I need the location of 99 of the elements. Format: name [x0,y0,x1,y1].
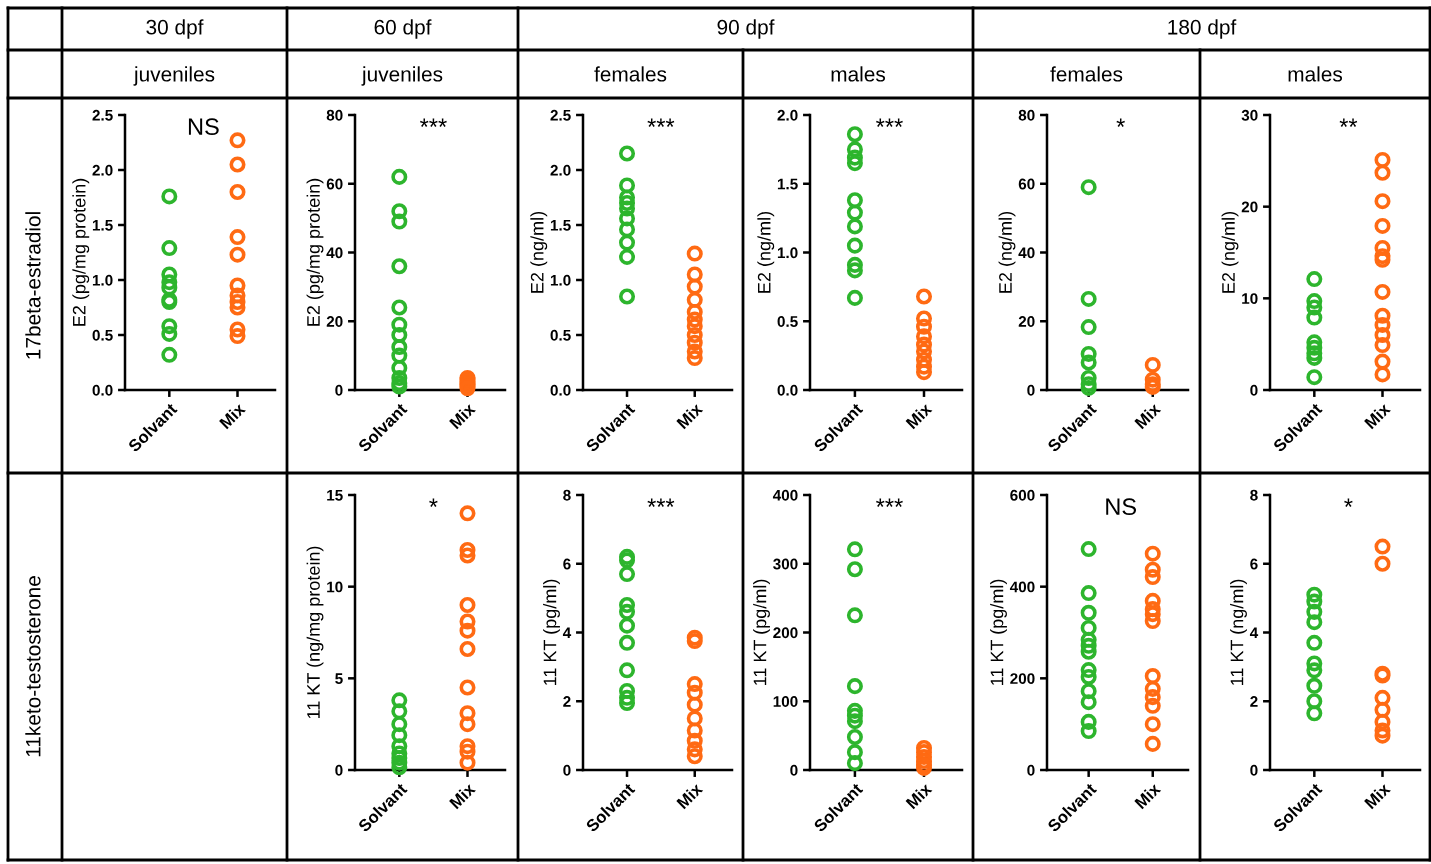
x-tick-label: Mix [218,401,246,430]
chart-title: 180 dpf [1168,19,1237,39]
y-tick-label: 2.5 [92,109,113,121]
y-axis-title: 11 KT (pg/ml) [543,579,560,685]
y-tick-label: 0 [1027,384,1035,396]
y-tick-label: 0.5 [777,316,798,327]
y-tick-label: 5 [335,673,343,685]
y-tick-label: 8 [563,489,571,501]
y-axis-title: E2 (pg/mg protein) [72,178,90,326]
chart-subtitle: females [594,66,667,82]
y-axis-title: E2 (ng/ml) [1221,211,1239,293]
y-tick-label: 300 [773,558,798,570]
x-tick-label: Mix [675,401,704,430]
x-tick-label: Mix [675,781,704,810]
chart-subtitle: males [1288,66,1343,82]
y-tick-label: 6 [1250,558,1258,570]
annotation: * [1116,118,1125,127]
text: 11keto-testosterone [25,576,41,757]
y-tick-label: 0.5 [92,329,113,341]
y-tick-label: 1.0 [92,274,113,286]
y-tick-label: 2 [1250,696,1258,707]
chart-title: 60 dpf [374,19,432,39]
y-tick-label: 1.0 [550,274,571,286]
y-tick-label: 1.5 [777,178,798,190]
y-tick-label: 0 [563,764,571,776]
x-tick-label: Mix [1133,781,1162,810]
y-tick-label: 100 [773,696,798,707]
y-tick-label: 10 [1242,293,1258,305]
y-tick-label: 60 [1018,178,1035,190]
annotation: ** [1339,118,1358,127]
y-tick-label: 200 [773,627,798,639]
y-axis-title: E2 (ng/ml) [757,211,775,293]
y-tick-label: 6 [563,558,571,570]
y-tick-label: 40 [326,247,343,259]
y-tick-label: 400 [772,489,798,501]
x-tick-label: Mix [1363,781,1391,810]
y-tick-label: 20 [1241,201,1258,213]
annotation: *** [876,498,903,507]
y-tick-label: 0 [1250,764,1258,776]
annotation: * [429,498,438,507]
y-tick-label: 0 [790,764,798,776]
y-tick-label: 0.5 [550,329,571,341]
y-axis-title: E2 (pg/mg protein) [306,178,324,326]
y-axis-title: 11 KT (ng/mg protein) [306,546,324,719]
annotation: NS [1106,498,1137,516]
y-tick-label: 0 [335,764,343,776]
annotation: *** [876,118,903,127]
y-tick-label: 20 [1018,316,1035,327]
text: 17beta-estradiol [25,212,41,359]
y-tick-label: 0 [335,384,343,396]
y-tick-label: 0 [1250,384,1258,396]
y-tick-label: 80 [1018,109,1035,121]
y-tick-label: 0.0 [777,384,798,396]
chart-title: 90 dpf [717,19,775,39]
chart-subtitle: juveniles [361,66,443,86]
annotation: *** [647,118,675,127]
y-tick-label: 1.5 [92,220,113,231]
y-tick-label: 2.0 [550,164,571,176]
y-tick-label: 2.0 [777,109,798,121]
y-tick-label: 600 [1010,489,1035,501]
y-tick-label: 60 [326,178,343,190]
y-tick-label: 80 [326,109,343,121]
y-tick-label: 2.5 [550,109,571,121]
y-tick-label: 1.5 [550,220,571,231]
annotation: *** [647,498,675,507]
y-tick-label: 8 [1250,489,1258,501]
y-tick-label: 200 [1010,673,1035,685]
x-tick-label: Mix [905,781,933,810]
chart-subtitle: juveniles [133,66,215,86]
y-tick-label: 15 [327,490,343,501]
annotation: NS [188,118,219,136]
x-tick-label: Mix [1363,401,1391,430]
x-tick-label: Mix [448,781,476,810]
chart-title: 30 dpf [146,19,204,39]
y-axis-title: 11 KT (pg/ml) [990,579,1007,685]
y-tick-label: 40 [1018,247,1035,259]
y-axis-title: E2 (ng/ml) [998,211,1016,293]
y-tick-label: 30 [1241,109,1258,121]
chart-subtitle: females [1050,66,1123,82]
y-tick-label: 4 [1249,627,1259,639]
y-axis-title: 11 KT (ng/ml) [1230,579,1247,685]
y-tick-label: 20 [326,316,343,327]
x-tick-label: Mix [905,401,933,430]
y-tick-label: 2.0 [92,164,113,176]
y-tick-label: 0.0 [92,384,113,396]
y-tick-label: 0.0 [550,384,571,396]
annotation: *** [420,118,447,127]
y-axis-title: 11 KT (pg/ml) [753,579,770,685]
y-tick-label: 4 [562,627,572,639]
y-tick-label: 2 [563,696,571,707]
y-tick-label: 0 [1027,764,1035,776]
y-tick-label: 10 [327,581,343,593]
x-tick-label: Mix [448,401,476,430]
x-tick-label: Mix [1133,401,1162,430]
chart-subtitle: males [831,66,886,82]
y-tick-label: 400 [1009,581,1035,593]
y-axis-title: E2 (ng/ml) [530,211,548,293]
y-tick-label: 1.0 [777,247,798,259]
annotation: * [1344,498,1353,507]
